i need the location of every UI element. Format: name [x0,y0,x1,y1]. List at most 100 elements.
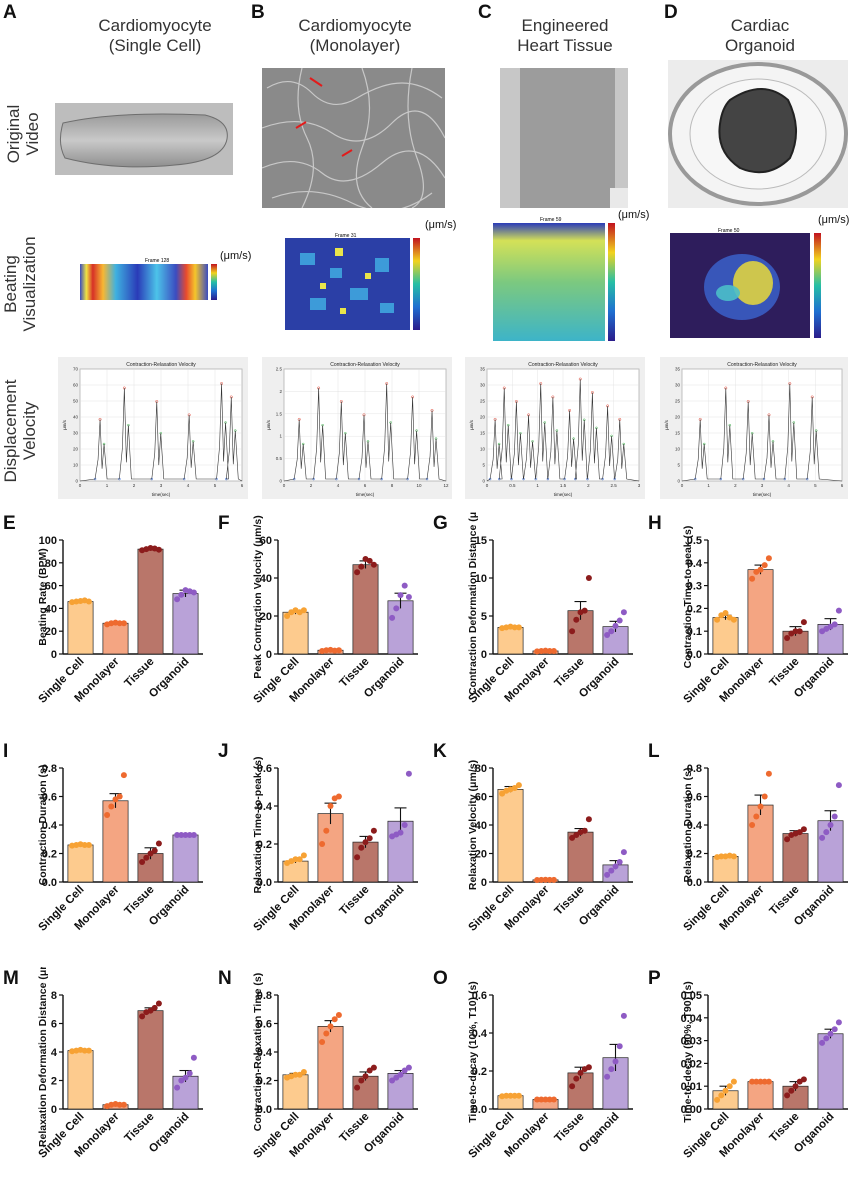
bar-single-cell [712,855,739,883]
bar-chart-ylabel: Contraction-Relaxation Time (s) [252,973,264,1132]
velocity-ytick-label: 5 [677,463,680,468]
bar-chart-ytick-label: 8 [51,990,57,1002]
data-point [608,1066,615,1073]
velocity-ytick-label: 10 [675,447,681,452]
bar-chart-ytick-label: 80 [475,763,487,775]
bar-chart-category-label: Tissue [338,1111,372,1145]
bar-organoid [172,834,199,883]
heatmap-monolayer: Frame 31 [285,233,420,330]
data-point [753,1078,760,1085]
data-point [616,617,623,624]
data-point [362,1073,369,1080]
data-point [577,1069,584,1076]
monolayer-video-frame [262,68,445,208]
velocity-xtick-label: 2.5 [611,483,618,488]
bar-chart-p: P Time-to-decay (90%, T90) (s)0.00 0.01 0.0… [648,968,848,1161]
heatmap-organoid: Frame 50 [670,228,821,338]
data-point [608,628,615,635]
velocity-ytick-label: 0 [279,479,282,484]
velocity-plot-title: Contraction-Relaxation Velocity [126,362,196,368]
panel-label-i: I [3,741,8,762]
data-point [573,616,580,623]
velocity-trace-line [283,383,447,482]
data-point [546,647,553,654]
bar-organoid [817,820,844,883]
data-point [765,555,772,562]
bar-chart-ytick-label: 0.0 [42,877,57,889]
bar-chart-ytick-label: 0.6 [687,792,702,804]
data-point [511,784,518,791]
column-title-line1: Cardiomyocyte [298,16,412,35]
bar-chart-ytick-label: 0.4 [687,558,703,570]
bar-chart-category-label: Tissue [338,884,372,918]
bar-chart-category-label: Tissue [338,656,372,690]
data-point [366,1067,373,1074]
data-point [319,841,326,847]
data-point [800,1076,807,1083]
panel-label-n: N [218,968,232,989]
data-point [823,1035,830,1042]
data-point [335,647,342,654]
bar-chart-ytick-label: 60 [45,581,57,593]
data-point [397,1071,404,1078]
data-point [765,1078,772,1085]
column-title-monolayer: Cardiomyocyte (Monolayer) [265,16,445,56]
bar-tissue [567,1072,594,1110]
bar-chart-ytick-label: 0.0 [687,877,702,889]
data-point [761,1078,768,1085]
bar-chart-ytick-label: 40 [45,603,57,615]
velocity-ytick-label: 2 [279,389,282,394]
panel-label-c: C [478,2,492,23]
data-point [761,562,768,569]
panel-label-m: M [3,968,19,989]
data-point [296,1071,303,1078]
panel-label-a: A [3,2,17,23]
data-point [515,782,522,789]
data-point [569,628,576,635]
velocity-xtick-label: 4 [337,483,340,488]
data-point [616,859,623,866]
bar-tissue [567,831,594,883]
heatmap-frame-label: Frame 31 [335,233,357,239]
tissue-video-frame [500,68,628,208]
bar-chart-ytick-label: 20 [475,849,487,861]
bar-single-cell [497,789,524,883]
bar-chart-ytick-label: 6 [51,1019,57,1031]
bar-chart-ytick-label: 0.6 [42,792,57,804]
row-label-beating-visualization: Beating Visualization [1,219,39,349]
bar-chart-ytick-label: 0.4 [42,820,58,832]
bar-chart-ylabel: Beating Rate (BPM) [37,548,49,645]
bar-chart-ytick-label: 4 [51,1047,58,1059]
velocity-xtick-label: 1 [536,483,539,488]
data-point [612,863,619,870]
bar-chart-ytick-label: 0.4 [257,801,273,813]
velocity-plot-xlabel: time(sec) [152,492,171,497]
velocity-plot-ylabel: μm/s [266,419,271,430]
data-point [319,1039,326,1046]
bar-chart-category-label: Tissue [768,1111,802,1145]
bar-chart-o: O Time-to-decay (10%, T10) (s)0.0 0.2 0.4 0.… [433,968,633,1161]
data-point [499,790,506,797]
data-point [139,859,146,866]
data-point [792,1083,799,1090]
data-point [796,829,803,836]
data-point [366,835,373,842]
data-point [827,1030,834,1037]
bar-chart-i: I Contraction Duration (s)0.0 0.2 0.4 0.6 0.8… [3,741,203,934]
data-point [151,1004,158,1011]
data-point [116,620,123,627]
velocity-xtick-label: 5 [214,483,217,488]
column-title-line2: (Monolayer) [309,36,401,55]
heatmap-tissue: Frame 59 [493,217,615,341]
bar-chart-ytick-label: 0 [481,877,487,889]
data-point [323,1030,330,1037]
velocity-xtick-label: 0 [681,483,684,488]
velocity-ytick-label: 1 [279,434,282,439]
data-point [612,622,619,629]
organoid-video-frame [668,60,848,208]
velocity-xtick-label: 0 [283,483,286,488]
data-point [120,772,127,779]
data-point [292,1071,299,1078]
data-point [819,834,826,841]
